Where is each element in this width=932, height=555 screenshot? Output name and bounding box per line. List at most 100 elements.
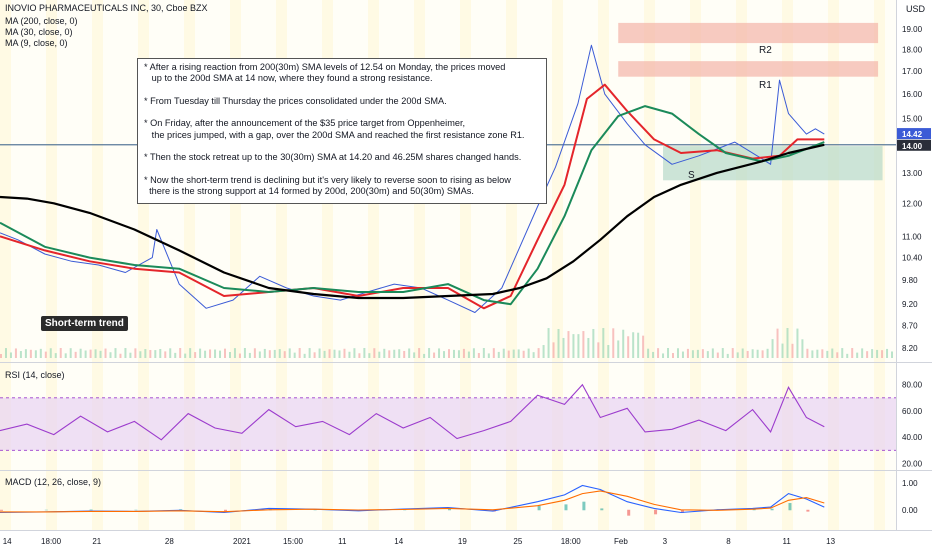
volume-bar bbox=[652, 351, 655, 358]
volume-bar bbox=[457, 350, 460, 358]
time-tick-label: 11 bbox=[783, 537, 792, 546]
volume-bar bbox=[806, 348, 809, 358]
macd-tick-label: 1.00 bbox=[902, 479, 918, 488]
volume-bar bbox=[741, 348, 744, 358]
volume-bar bbox=[736, 352, 739, 358]
rsi-tick-label: 20.00 bbox=[902, 459, 923, 468]
volume-bar bbox=[363, 348, 366, 358]
volume-bar bbox=[39, 348, 42, 358]
volume-bar bbox=[413, 352, 416, 358]
volume-bar bbox=[104, 348, 107, 358]
volume-bar bbox=[731, 348, 734, 358]
volume-bar bbox=[64, 353, 67, 358]
volume-bar bbox=[428, 348, 431, 358]
volume-bar bbox=[557, 328, 560, 358]
note-line: * Then the stock retreat up to the 30(30… bbox=[144, 152, 522, 163]
price-tick-label: 11.00 bbox=[902, 232, 922, 241]
volume-bar bbox=[562, 337, 565, 358]
macd-histogram-bar bbox=[680, 509, 684, 513]
macd-histogram-bar bbox=[0, 509, 3, 511]
volume-bar bbox=[268, 350, 271, 358]
volume-bar bbox=[617, 340, 620, 358]
volume-bar bbox=[99, 350, 102, 358]
session-band bbox=[0, 0, 11, 530]
volume-bar bbox=[134, 348, 137, 358]
volume-bar bbox=[876, 349, 879, 358]
volume-bar bbox=[527, 348, 530, 358]
volume-bar bbox=[253, 348, 256, 358]
macd-tick-label: 0.00 bbox=[902, 506, 918, 515]
volume-bar bbox=[288, 348, 291, 358]
volume-bar bbox=[298, 348, 301, 358]
volume-bar bbox=[49, 348, 52, 358]
volume-bar bbox=[487, 353, 490, 358]
series-rsi bbox=[0, 383, 825, 441]
time-tick-label: 14 bbox=[394, 537, 403, 546]
rsi-tick-label: 60.00 bbox=[902, 407, 923, 416]
volume-bar bbox=[642, 335, 645, 358]
series-ma9 bbox=[0, 83, 825, 310]
volume-bar bbox=[139, 351, 142, 358]
macd-histogram-bar bbox=[564, 504, 568, 511]
volume-bar bbox=[676, 348, 679, 358]
macd-title[interactable]: MACD (12, 26, close, 9) bbox=[5, 477, 102, 487]
short-term-trend-label[interactable]: Short-term trend bbox=[41, 316, 128, 331]
time-tick-label: 18:00 bbox=[41, 537, 62, 546]
price-tick-label: 19.00 bbox=[902, 25, 923, 34]
session-band bbox=[230, 0, 241, 530]
time-tick-label: 3 bbox=[663, 537, 668, 546]
session-band bbox=[874, 0, 885, 530]
rsi-tick-label: 80.00 bbox=[902, 381, 923, 390]
ma9-legend[interactable]: MA (9, close, 0) bbox=[5, 38, 68, 48]
volume-bar bbox=[472, 348, 475, 358]
volume-bar bbox=[522, 350, 525, 358]
volume-bar bbox=[383, 348, 386, 358]
volume-bar bbox=[826, 350, 829, 358]
ma200-legend[interactable]: MA (200, close, 0) bbox=[5, 16, 78, 26]
volume-bar bbox=[891, 351, 894, 358]
session-band bbox=[552, 0, 563, 530]
session-band bbox=[690, 0, 701, 530]
volume-bar bbox=[443, 351, 446, 358]
session-band bbox=[46, 0, 57, 530]
currency-label[interactable]: USD bbox=[906, 4, 926, 14]
volume-bar bbox=[602, 328, 605, 358]
volume-bar bbox=[358, 353, 361, 358]
volume-bar bbox=[761, 350, 764, 358]
note-line: * After a rising reaction from 200(30m) … bbox=[144, 62, 506, 84]
volume-bar bbox=[59, 348, 62, 358]
series-price bbox=[0, 44, 825, 313]
price-tick-label: 9.20 bbox=[902, 300, 918, 309]
volume-bar bbox=[313, 352, 316, 358]
annotation-note[interactable]: * After a rising reaction from 200(30m) … bbox=[137, 58, 547, 204]
time-tick-label: 25 bbox=[513, 537, 522, 546]
ma30-legend[interactable]: MA (30, close, 0) bbox=[5, 27, 73, 37]
price-tag: 14.42 bbox=[902, 130, 923, 139]
volume-bar bbox=[224, 348, 226, 358]
volume-bar bbox=[243, 348, 246, 358]
rsi-band bbox=[0, 397, 896, 451]
volume-bar bbox=[696, 349, 699, 358]
volume-bar bbox=[79, 348, 82, 358]
volume-bar bbox=[517, 349, 520, 358]
rsi-title[interactable]: RSI (14, close) bbox=[5, 370, 65, 380]
volume-bar bbox=[393, 349, 396, 358]
volume-bar bbox=[169, 348, 172, 358]
volume-bar bbox=[34, 350, 37, 358]
time-tick-label: 13 bbox=[826, 537, 835, 546]
time-tick-label: 19 bbox=[458, 537, 467, 546]
price-tick-label: 15.00 bbox=[902, 115, 923, 124]
volume-bar bbox=[632, 332, 635, 358]
volume-bar bbox=[69, 348, 72, 358]
volume-bar bbox=[184, 353, 187, 358]
volume-bar bbox=[283, 351, 286, 358]
macd-histogram-bar bbox=[134, 509, 138, 511]
volume-bar bbox=[149, 349, 152, 358]
volume-bar bbox=[9, 352, 12, 358]
level-tag-bg bbox=[897, 139, 931, 151]
macd-histogram-bar bbox=[806, 509, 810, 512]
price-tick-label: 8.20 bbox=[902, 344, 918, 353]
note-line: * Now the short-term trend is declining … bbox=[144, 174, 511, 197]
series-signal bbox=[0, 490, 825, 513]
volume-bar bbox=[4, 348, 7, 358]
